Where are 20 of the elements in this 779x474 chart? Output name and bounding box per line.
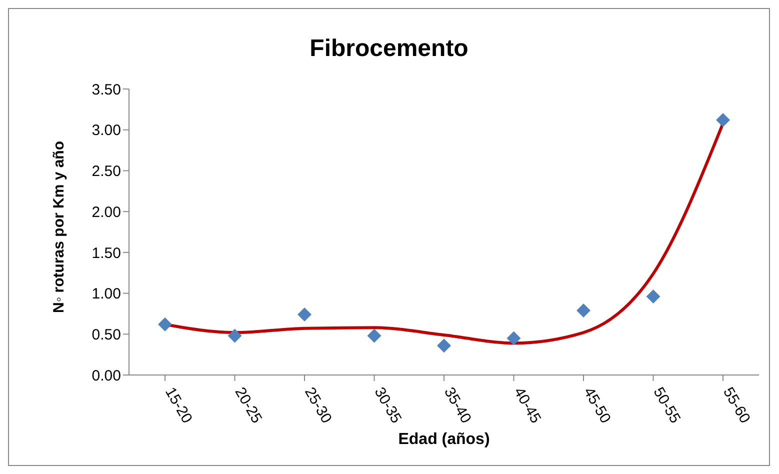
point [506, 331, 521, 346]
y-tick-label: 3.50 [92, 81, 121, 98]
y-tick-label: 3.00 [92, 122, 121, 140]
point [437, 338, 451, 353]
point [646, 290, 660, 304]
y-tick-label: 2.50 [92, 163, 121, 180]
y-tick-label: 1.50 [92, 244, 121, 262]
point [228, 328, 242, 343]
y-tick-label: 1.00 [92, 286, 121, 303]
y-tick-label: 0.00 [92, 367, 121, 384]
y-tick-label: 2.00 [92, 204, 121, 221]
point [716, 113, 730, 128]
y-axis-title: N◦ roturas por Km y año [50, 140, 68, 314]
point [576, 303, 590, 318]
chart-title: Fibrocemento [308, 35, 470, 63]
y-tick-label: 0.50 [92, 326, 121, 344]
point [158, 317, 172, 332]
x-axis-title: Edad (años) [397, 431, 491, 449]
point [298, 308, 312, 322]
point [367, 328, 382, 343]
